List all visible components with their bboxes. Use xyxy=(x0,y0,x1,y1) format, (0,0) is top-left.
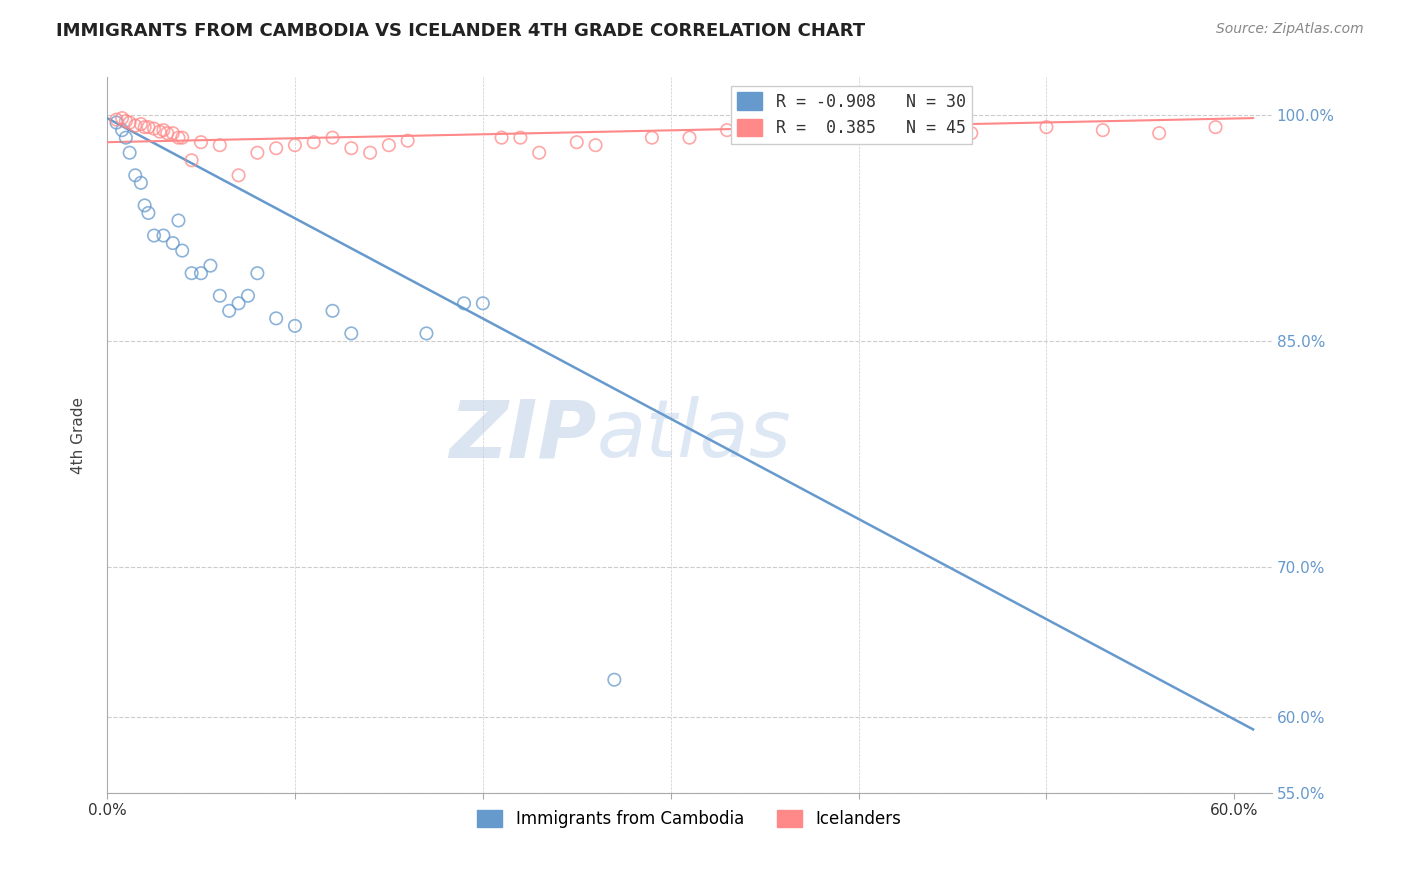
Point xyxy=(1147,126,1170,140)
Point xyxy=(340,326,363,341)
Point xyxy=(491,130,513,145)
Point xyxy=(302,135,325,149)
Point xyxy=(167,130,190,145)
Point xyxy=(134,120,156,135)
Point xyxy=(264,311,287,326)
Point xyxy=(190,266,212,280)
Point xyxy=(922,123,945,137)
Point xyxy=(754,126,776,140)
Point xyxy=(960,126,983,140)
Point xyxy=(322,130,344,145)
Point xyxy=(190,135,212,149)
Point xyxy=(678,130,700,145)
Point xyxy=(246,145,269,160)
Point xyxy=(453,296,475,310)
Point xyxy=(228,296,250,310)
Point xyxy=(218,303,240,318)
Point xyxy=(152,123,174,137)
Point xyxy=(1205,120,1227,135)
Legend: Immigrants from Cambodia, Icelanders: Immigrants from Cambodia, Icelanders xyxy=(471,803,908,834)
Point xyxy=(603,673,626,687)
Text: IMMIGRANTS FROM CAMBODIA VS ICELANDER 4TH GRADE CORRELATION CHART: IMMIGRANTS FROM CAMBODIA VS ICELANDER 4T… xyxy=(56,22,865,40)
Point xyxy=(471,296,494,310)
Point xyxy=(118,145,141,160)
Point xyxy=(359,145,381,160)
Point xyxy=(208,138,231,153)
Point xyxy=(509,130,531,145)
Point xyxy=(585,138,607,153)
Point xyxy=(792,126,814,140)
Point xyxy=(172,244,194,258)
Point xyxy=(716,123,738,137)
Y-axis label: 4th Grade: 4th Grade xyxy=(72,397,86,474)
Point xyxy=(115,114,138,128)
Point xyxy=(208,289,231,303)
Point xyxy=(246,266,269,280)
Point xyxy=(143,228,166,243)
Point xyxy=(340,141,363,155)
Point xyxy=(115,130,138,145)
Point xyxy=(180,266,202,280)
Point xyxy=(105,115,128,129)
Point xyxy=(264,141,287,155)
Point xyxy=(129,117,152,131)
Point xyxy=(134,198,156,212)
Point xyxy=(172,130,194,145)
Point xyxy=(180,153,202,168)
Point xyxy=(143,121,166,136)
Point xyxy=(284,318,307,333)
Text: atlas: atlas xyxy=(596,396,792,474)
Point xyxy=(138,120,160,135)
Point xyxy=(378,138,401,153)
Point xyxy=(129,176,152,190)
Point xyxy=(111,123,134,137)
Point xyxy=(236,289,259,303)
Point xyxy=(866,123,889,137)
Point xyxy=(1035,120,1057,135)
Point xyxy=(641,130,664,145)
Point xyxy=(415,326,437,341)
Point xyxy=(124,169,146,183)
Point xyxy=(162,126,184,140)
Point xyxy=(1091,123,1114,137)
Text: Source: ZipAtlas.com: Source: ZipAtlas.com xyxy=(1216,22,1364,37)
Point xyxy=(527,145,550,160)
Point xyxy=(162,235,184,250)
Point xyxy=(149,125,172,139)
Point xyxy=(200,259,222,273)
Point xyxy=(565,135,588,149)
Point xyxy=(228,169,250,183)
Point xyxy=(124,119,146,133)
Point xyxy=(156,126,179,140)
Point xyxy=(138,206,160,220)
Point xyxy=(167,213,190,227)
Text: ZIP: ZIP xyxy=(449,396,596,474)
Point xyxy=(396,134,419,148)
Point xyxy=(111,111,134,125)
Point xyxy=(105,112,128,127)
Point xyxy=(322,303,344,318)
Point xyxy=(118,115,141,129)
Point xyxy=(284,138,307,153)
Point xyxy=(152,228,174,243)
